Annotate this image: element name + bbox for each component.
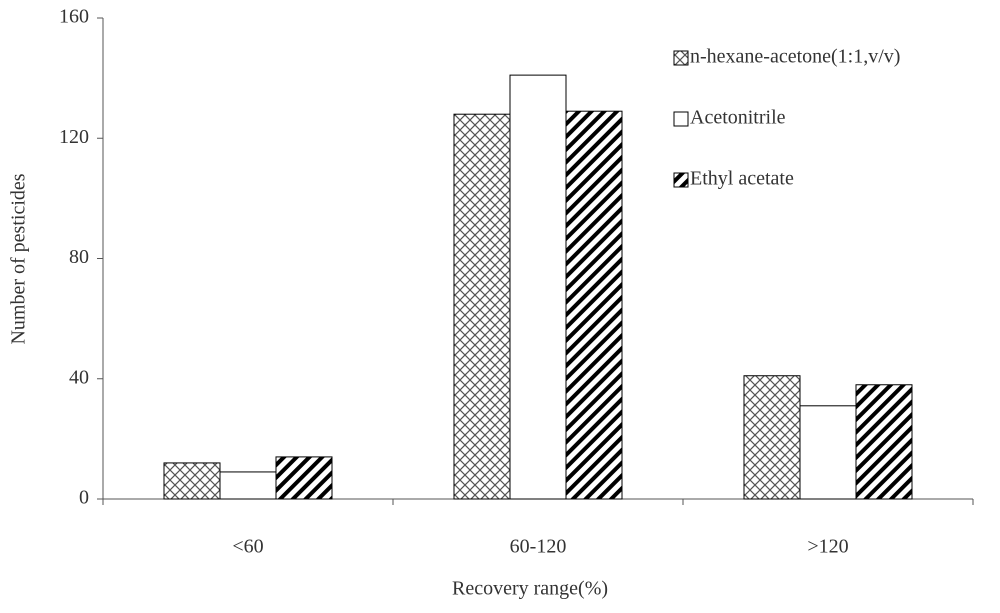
x-axis-label: Recovery range(%) [452, 578, 608, 600]
y-tick-label: 80 [69, 246, 89, 268]
bar [565, 110, 623, 500]
y-tick-label: 160 [59, 6, 89, 28]
bar [275, 456, 333, 500]
legend-label: Acetonitrile [690, 107, 786, 129]
legend-swatch [673, 50, 689, 66]
x-tick-label: >120 [807, 536, 848, 558]
bar [219, 471, 277, 500]
y-tick-label: 0 [79, 487, 89, 509]
bar [163, 462, 221, 500]
x-tick-label: <60 [232, 536, 263, 558]
bar [743, 375, 801, 500]
legend-label: n-hexane-acetone(1:1,v/v) [690, 46, 900, 68]
legend-label: Ethyl acetate [690, 168, 794, 190]
y-tick-label: 120 [59, 126, 89, 148]
bar [509, 74, 567, 500]
y-axis-label: Number of pesticides [8, 173, 30, 344]
bar [799, 405, 857, 500]
legend-swatch [673, 172, 689, 188]
legend-swatch [673, 111, 689, 127]
y-tick-label: 40 [69, 366, 89, 388]
bar [453, 113, 511, 500]
bar [855, 384, 913, 500]
x-tick-label: 60-120 [510, 536, 567, 558]
